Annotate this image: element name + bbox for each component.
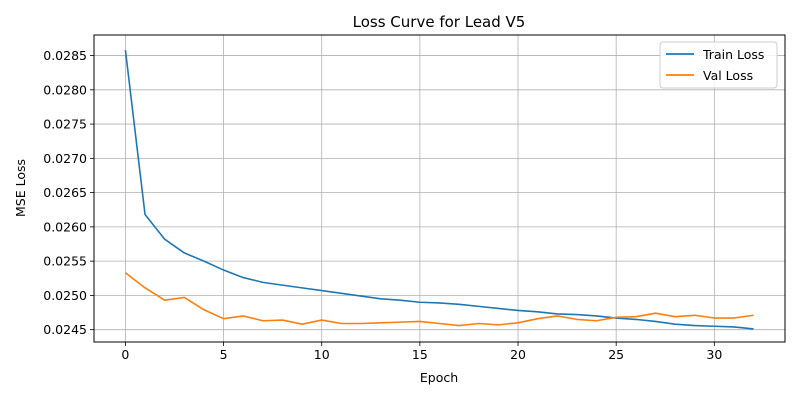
y-tick-label: 0.0275 [43, 117, 87, 132]
y-axis-title: MSE Loss [13, 159, 28, 217]
y-tick-label: 0.0245 [43, 322, 87, 337]
plot-frame [93, 34, 786, 343]
x-tick-label: 30 [706, 347, 722, 362]
y-tick-label: 0.0265 [43, 185, 87, 200]
x-tick-label: 15 [412, 347, 428, 362]
x-tick-label: 0 [121, 347, 129, 362]
x-tick-label: 20 [510, 347, 526, 362]
x-tick-label: 25 [608, 347, 624, 362]
y-tick-label: 0.0270 [43, 151, 87, 166]
series-layer [124, 49, 754, 330]
series-line-train-loss [124, 49, 754, 330]
legend-label-val-loss: Val Loss [703, 68, 753, 83]
series-line-val-loss [124, 272, 754, 327]
y-tick-label: 0.0260 [43, 219, 87, 234]
x-tick-label: 5 [220, 347, 228, 362]
legend: Train Loss Val Loss [659, 41, 778, 89]
x-axis-ticks: 0 5 10 15 20 25 30 [121, 342, 722, 362]
chart-title: Loss Curve for Lead V5 [353, 13, 526, 31]
legend-label-train-loss: Train Loss [702, 47, 764, 62]
grid [94, 35, 785, 342]
y-tick-label: 0.0250 [43, 288, 87, 303]
x-tick-label: 10 [314, 347, 330, 362]
y-tick-label: 0.0280 [43, 82, 87, 97]
y-axis-ticks: 0.0245 0.0250 0.0255 0.0260 0.0265 0.0270 0.02… [43, 48, 94, 337]
y-tick-label: 0.0285 [43, 48, 87, 63]
y-tick-label: 0.0255 [43, 254, 87, 269]
x-axis-title: Epoch [420, 370, 458, 385]
